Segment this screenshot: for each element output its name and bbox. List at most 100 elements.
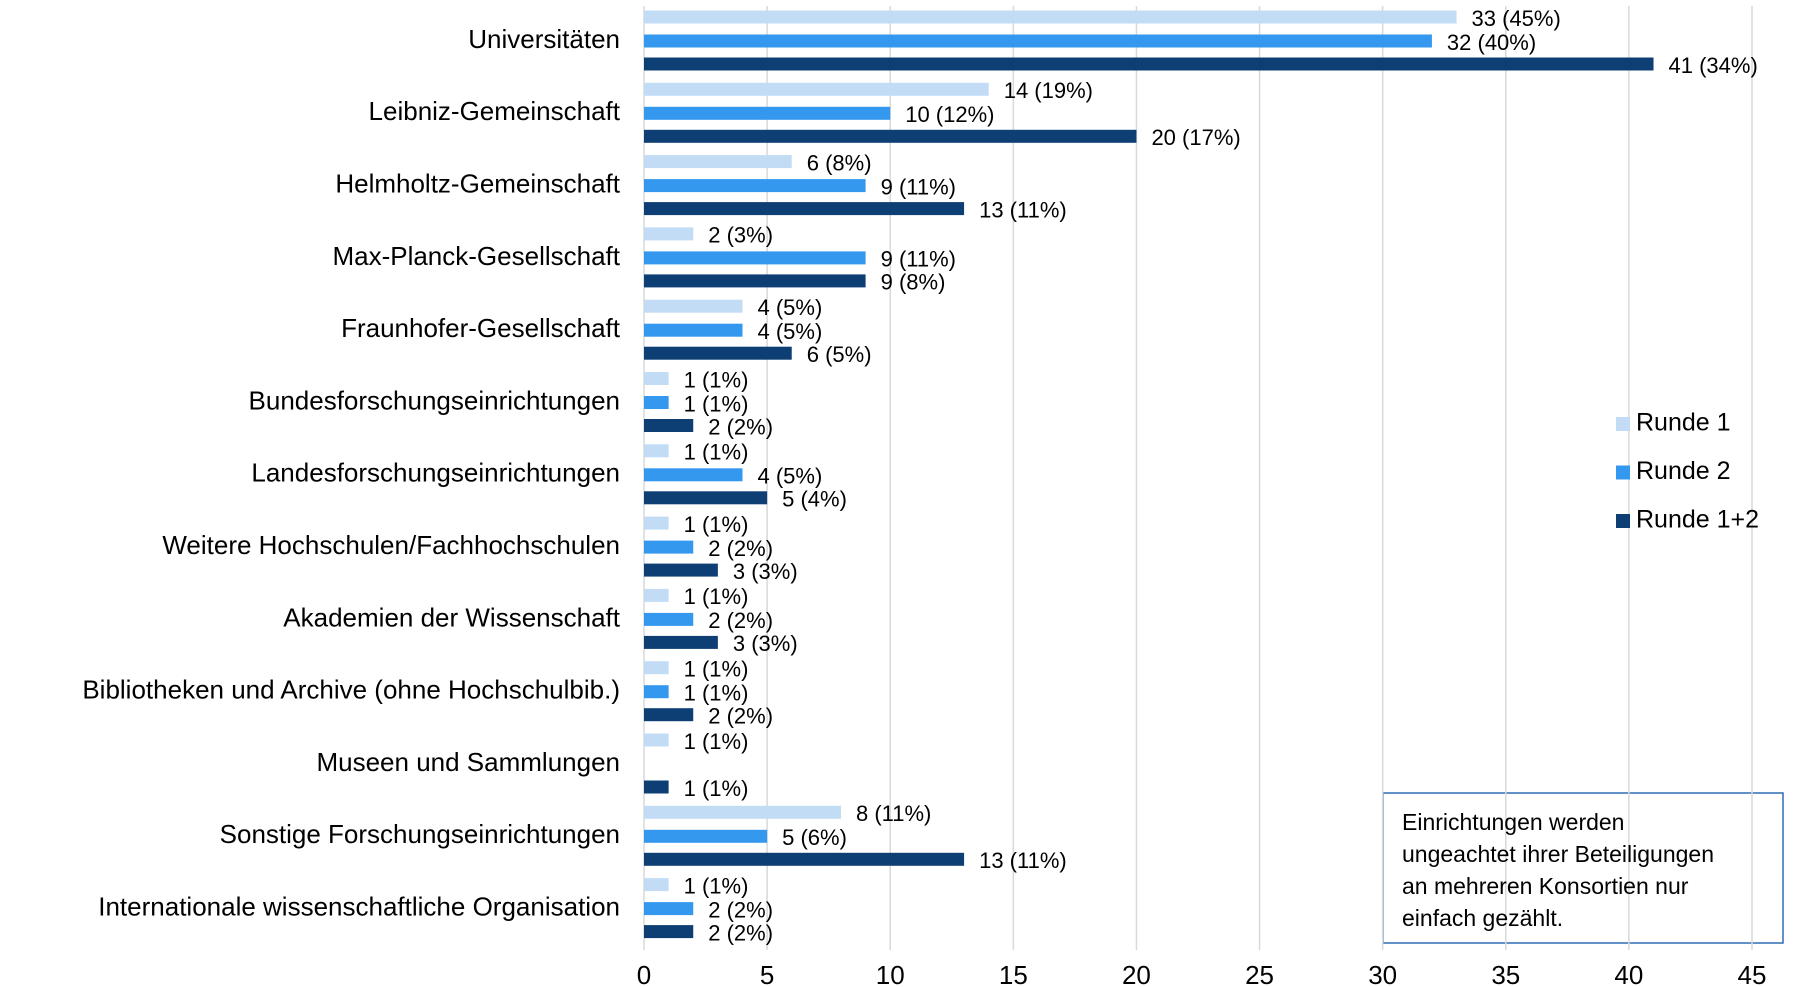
data-label: 41 (34%) — [1669, 53, 1758, 78]
data-label: 2 (2%) — [708, 536, 773, 561]
legend-label: Runde 1+2 — [1636, 506, 1759, 534]
legend-swatch — [1616, 514, 1630, 528]
category-label: Akademien der Wissenschaft — [283, 602, 620, 632]
data-label: 1 (1%) — [684, 584, 749, 609]
legend-label: Runde 2 — [1636, 457, 1731, 485]
legend-swatch — [1616, 417, 1630, 431]
annotation-text: ungeachtet ihrer Beteiligungen — [1402, 841, 1714, 867]
bar — [644, 780, 669, 794]
data-label: 6 (8%) — [807, 150, 872, 175]
data-label: 1 (1%) — [684, 440, 749, 465]
bar — [644, 563, 718, 577]
data-label: 1 (1%) — [684, 512, 749, 537]
data-label: 4 (5%) — [757, 464, 822, 489]
data-label: 1 (1%) — [684, 729, 749, 754]
x-tick-label: 5 — [760, 960, 774, 987]
category-label: Bibliotheken und Archive (ohne Hochschul… — [82, 675, 620, 705]
data-label: 5 (6%) — [782, 825, 847, 850]
x-tick-label: 10 — [876, 960, 905, 987]
bar — [644, 635, 718, 649]
bar — [644, 902, 694, 916]
data-label: 1 (1%) — [684, 391, 749, 416]
category-label: Weitere Hochschulen/Fachhochschulen — [162, 530, 620, 560]
data-label: 13 (11%) — [979, 848, 1067, 873]
legend-swatch — [1616, 465, 1630, 480]
data-label: 2 (3%) — [708, 223, 773, 248]
category-label: Universitäten — [468, 24, 620, 54]
x-tick-label: 35 — [1491, 960, 1520, 987]
data-label: 1 (1%) — [684, 657, 749, 682]
bar — [644, 227, 694, 241]
bar — [644, 468, 743, 482]
bar — [644, 878, 669, 892]
bar — [644, 34, 1432, 48]
data-label: 3 (3%) — [733, 559, 798, 584]
data-label: 1 (1%) — [684, 367, 749, 392]
bar — [644, 396, 669, 409]
x-tick-label: 25 — [1245, 960, 1274, 987]
category-label: Fraunhofer-Gesellschaft — [341, 313, 621, 343]
data-label: 8 (11%) — [856, 801, 931, 826]
data-label: 2 (2%) — [708, 897, 773, 922]
x-tick-label: 30 — [1368, 960, 1397, 987]
annotation-text: an mehreren Konsortien nur — [1402, 873, 1689, 899]
data-label: 3 (3%) — [733, 631, 798, 656]
data-label: 20 (17%) — [1151, 125, 1240, 150]
data-label: 2 (2%) — [708, 608, 773, 633]
x-tick-label: 40 — [1614, 960, 1643, 987]
bar — [644, 323, 743, 337]
category-label: Helmholtz-Gemeinschaft — [335, 168, 620, 198]
category-label: Max-Planck-Gesellschaft — [332, 241, 620, 271]
data-label: 1 (1%) — [684, 873, 749, 898]
bar — [644, 805, 841, 819]
x-tick-label: 45 — [1738, 960, 1767, 987]
annotation-text: einfach gezählt. — [1402, 905, 1563, 931]
bar — [644, 129, 1137, 143]
data-label: 2 (2%) — [708, 704, 773, 729]
data-label: 14 (19%) — [1004, 78, 1093, 103]
data-label: 4 (5%) — [757, 295, 822, 320]
x-tick-label: 20 — [1122, 960, 1151, 987]
category-label: Landesforschungseinrichtungen — [251, 458, 620, 488]
bar — [644, 612, 694, 626]
annotation-box — [1382, 792, 1784, 944]
bar — [644, 419, 694, 432]
x-tick-label: 0 — [637, 960, 651, 987]
bar — [644, 733, 669, 747]
bar — [644, 57, 1654, 71]
bar — [644, 274, 866, 288]
legend-label: Runde 1 — [1636, 409, 1731, 437]
data-label: 4 (5%) — [757, 319, 822, 344]
data-label: 10 (12%) — [905, 102, 994, 127]
category-label: Leibniz-Gemeinschaft — [369, 96, 621, 126]
bar — [644, 661, 669, 675]
bar — [644, 82, 989, 96]
bar — [644, 155, 792, 169]
bar — [644, 202, 965, 216]
data-label: 1 (1%) — [684, 776, 749, 801]
bar — [644, 106, 891, 120]
bar — [644, 179, 866, 193]
bar — [644, 685, 669, 699]
bar — [644, 708, 694, 722]
bar — [644, 299, 743, 313]
bar — [644, 588, 669, 602]
category-label: Bundesforschungseinrichtungen — [249, 385, 620, 415]
bar — [644, 516, 669, 530]
bar — [644, 852, 965, 866]
bar — [644, 251, 866, 265]
data-label: 1 (1%) — [684, 681, 749, 706]
category-label: Museen und Sammlungen — [316, 747, 620, 777]
data-label: 2 (2%) — [708, 920, 773, 945]
data-label: 9 (11%) — [881, 247, 956, 272]
data-label: 2 (2%) — [708, 414, 773, 439]
bar — [644, 372, 669, 385]
bar — [644, 444, 669, 458]
data-label: 6 (5%) — [807, 342, 872, 367]
data-label: 9 (8%) — [881, 270, 946, 295]
category-label: Internationale wissenschaftliche Organis… — [98, 891, 620, 921]
data-label: 5 (4%) — [782, 487, 847, 512]
data-label: 9 (11%) — [881, 174, 956, 199]
annotation-text: Einrichtungen werden — [1402, 809, 1624, 835]
